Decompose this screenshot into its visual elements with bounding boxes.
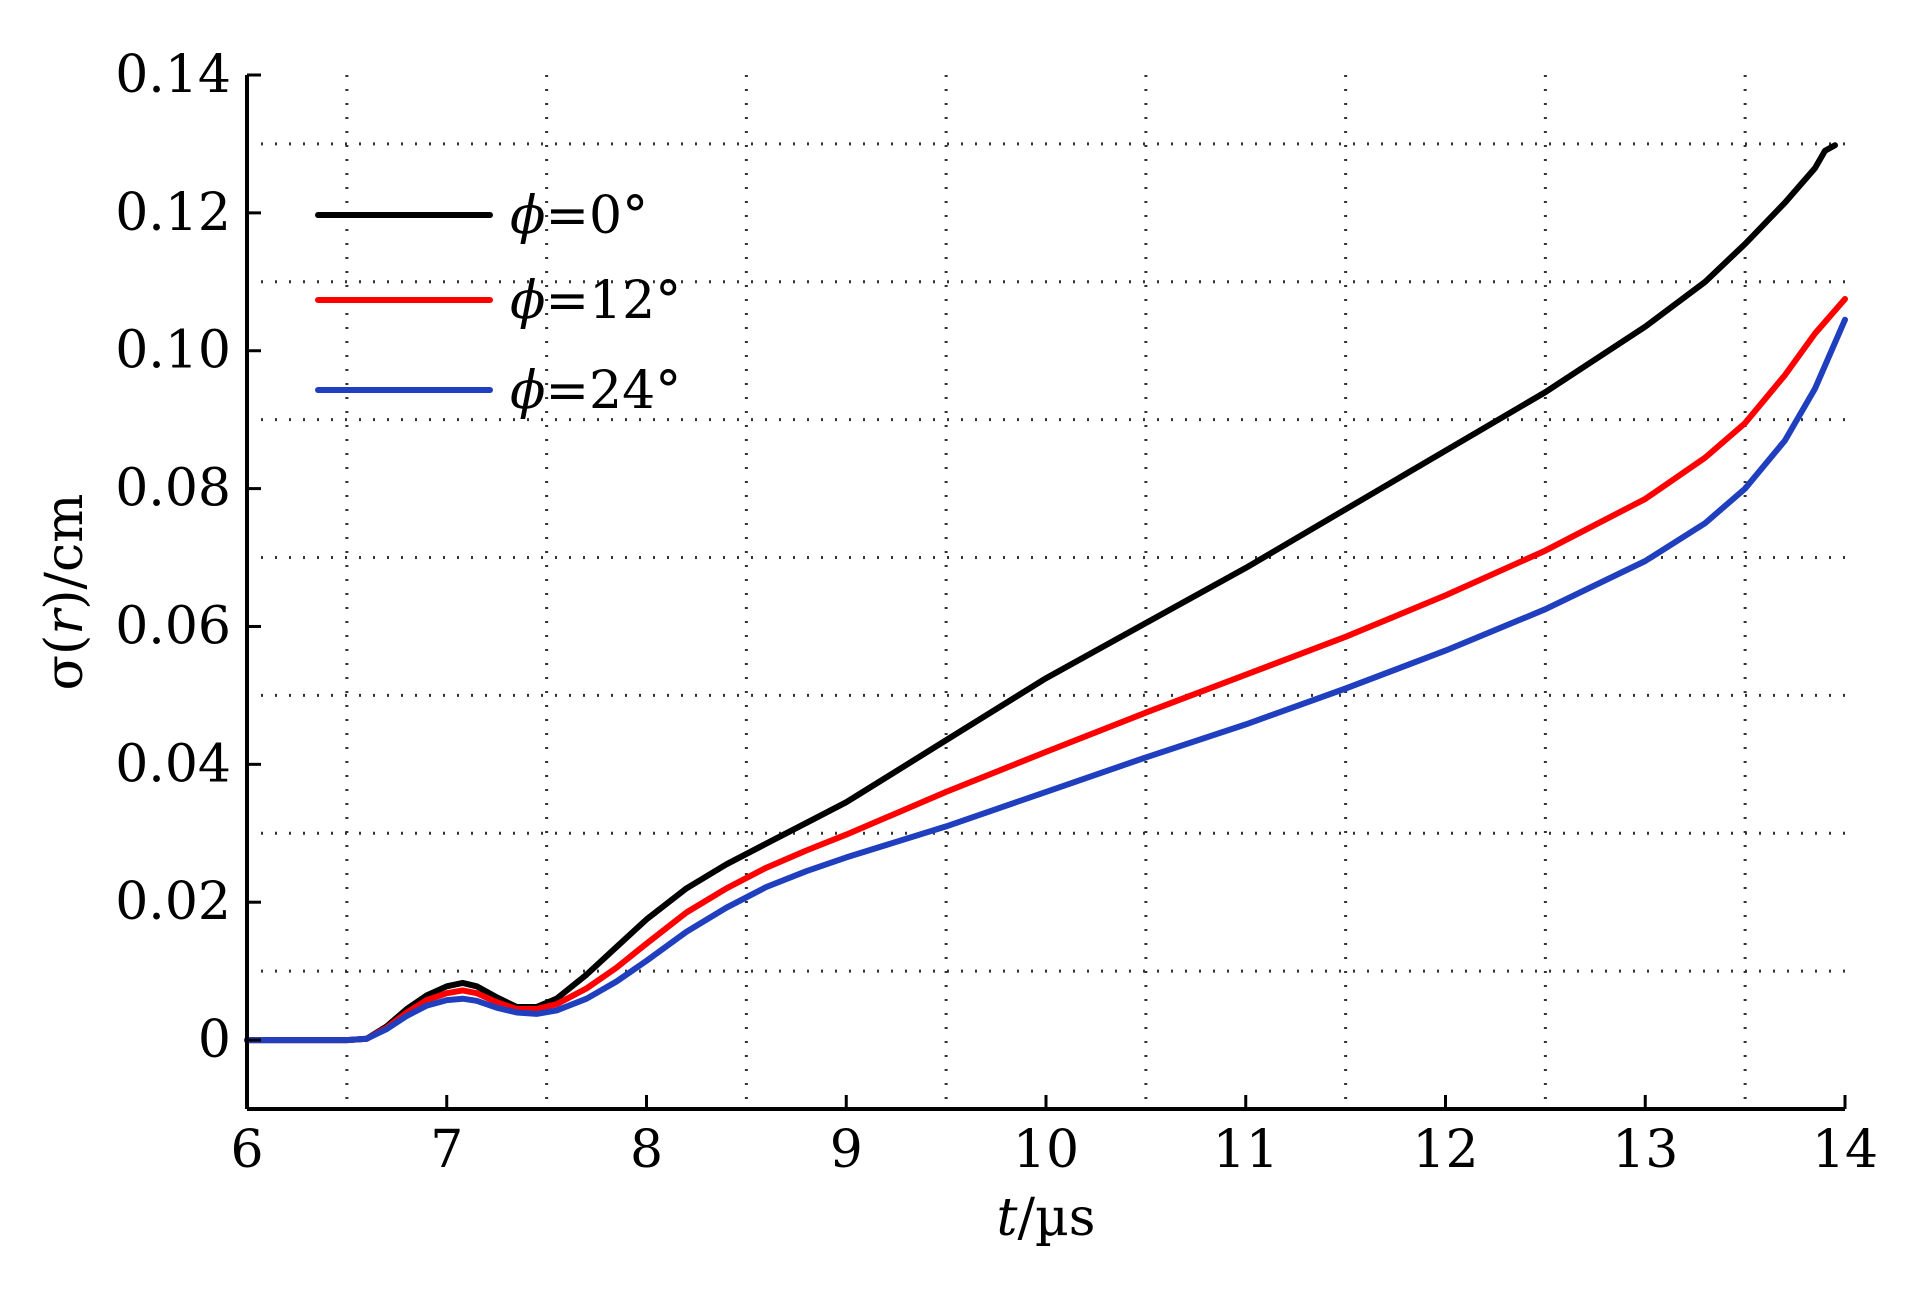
- x-axis-title: t/µs: [997, 1188, 1096, 1248]
- y-tick-label: 0: [198, 1010, 231, 1070]
- legend-value: =12°: [545, 271, 681, 331]
- x-axis-variable: t: [997, 1188, 1018, 1248]
- tick-labels: 6 7 8 9 10 11 12 13 14 0 0.02 0.04 0.06 0.08 0.10 0.12 0…: [115, 45, 1878, 1180]
- y-tick-label: 0.12: [115, 183, 231, 243]
- y-tick-label: 0.08: [115, 459, 231, 519]
- series-lines: [244, 142, 1848, 1044]
- legend: ϕ=0° ϕ=12° ϕ=24°: [315, 186, 681, 421]
- legend-symbol-phi: ϕ: [510, 186, 545, 246]
- y-tick-label: 0.06: [115, 596, 231, 656]
- legend-symbol-phi: ϕ: [510, 361, 545, 421]
- x-axis-unit: /µs: [1017, 1188, 1095, 1248]
- x-tick-label: 8: [630, 1120, 663, 1180]
- y-tick-label: 0.10: [115, 321, 231, 381]
- series-line-1: [244, 296, 1848, 1044]
- y-axis-unit: /cm: [35, 494, 95, 590]
- y-axis-title: σ(r)/cm: [35, 494, 95, 691]
- y-tick-label: 0.14: [115, 45, 231, 105]
- legend-label-phi-0: ϕ=0°: [510, 186, 648, 246]
- y-tick-label: 0.02: [115, 872, 231, 932]
- series-line-0: [244, 142, 1838, 1044]
- legend-symbol-phi: ϕ: [510, 271, 545, 331]
- x-tick-label: 11: [1213, 1120, 1279, 1180]
- y-axis-argument: r: [35, 607, 95, 635]
- x-tick-label: 6: [230, 1120, 263, 1180]
- series-line-2: [244, 316, 1848, 1044]
- y-axis-close-paren: ): [35, 590, 95, 610]
- legend-label-phi-12: ϕ=12°: [510, 271, 681, 331]
- axes: [245, 73, 1847, 1111]
- x-tick-label: 10: [1013, 1120, 1079, 1180]
- y-axis-sigma: σ(: [35, 635, 95, 691]
- legend-value: =0°: [545, 186, 648, 246]
- x-tick-label: 13: [1612, 1120, 1678, 1180]
- legend-value: =24°: [545, 361, 681, 421]
- x-tick-label: 9: [830, 1120, 863, 1180]
- x-tick-label: 14: [1812, 1120, 1878, 1180]
- grid-lines: [247, 75, 1845, 1111]
- legend-label-phi-24: ϕ=24°: [510, 361, 681, 421]
- x-tick-label: 12: [1412, 1120, 1478, 1180]
- y-tick-label: 0.04: [115, 734, 231, 794]
- x-tick-label: 7: [430, 1120, 463, 1180]
